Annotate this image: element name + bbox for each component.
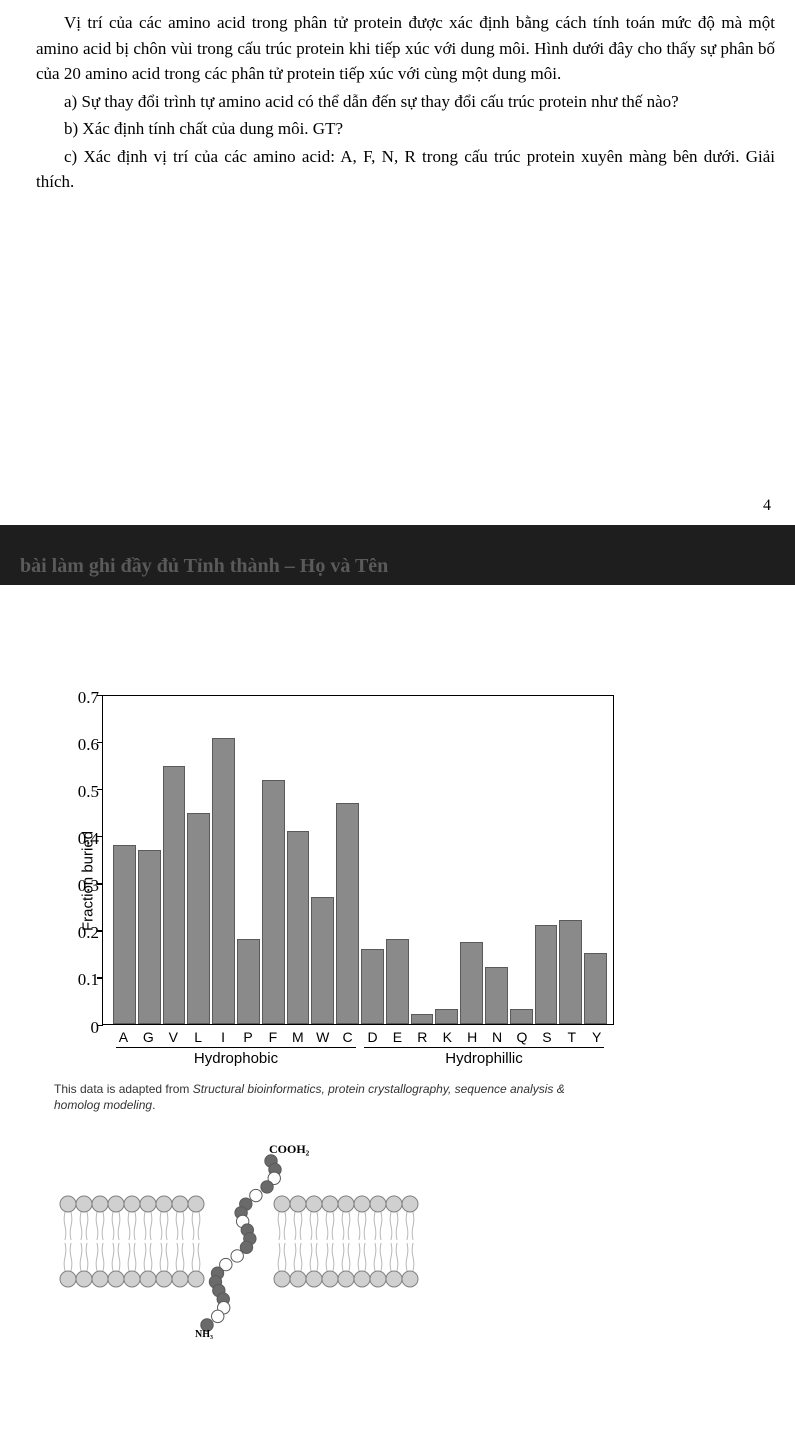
bar-chart: Fraction buried 00.10.20.30.40.50.60.7 A… <box>54 695 614 1113</box>
y-tick-label: 0.5 <box>59 782 99 802</box>
bar-Y <box>584 953 607 1023</box>
y-tick-label: 0 <box>59 1018 99 1038</box>
x-label-C: C <box>336 1029 359 1045</box>
question-b: b) Xác định tính chất của dung môi. GT? <box>36 116 775 142</box>
membrane-svg: COOH₂ NH₃ <box>54 1139 454 1339</box>
bar-I <box>212 738 235 1024</box>
y-tick-label: 0.2 <box>59 923 99 943</box>
x-label-N: N <box>486 1029 509 1045</box>
x-label-E: E <box>386 1029 409 1045</box>
x-label-T: T <box>560 1029 583 1045</box>
x-label-M: M <box>286 1029 309 1045</box>
y-tick-label: 0.6 <box>59 735 99 755</box>
x-label-R: R <box>411 1029 434 1045</box>
bar-V <box>163 766 186 1024</box>
x-label-H: H <box>461 1029 484 1045</box>
x-label-V: V <box>162 1029 185 1045</box>
paragraph-intro: Vị trí của các amino acid trong phân tử … <box>36 10 775 87</box>
figures-area: Fraction buried 00.10.20.30.40.50.60.7 A… <box>0 585 795 1359</box>
bar-Q <box>510 1009 533 1023</box>
chart-caption: This data is adapted from Structural bio… <box>54 1081 614 1113</box>
x-label-A: A <box>112 1029 135 1045</box>
x-label-L: L <box>187 1029 210 1045</box>
y-tick-label: 0.1 <box>59 970 99 990</box>
bar-M <box>287 831 310 1023</box>
x-label-D: D <box>361 1029 384 1045</box>
bar-D <box>361 949 384 1024</box>
bar-T <box>559 920 582 1023</box>
bar-N <box>485 967 508 1023</box>
page-number: 4 <box>0 237 795 525</box>
bar-W <box>311 897 334 1024</box>
bar-R <box>411 1014 434 1023</box>
bar-H <box>460 942 483 1024</box>
chart-plot-area: 00.10.20.30.40.50.60.7 <box>102 695 614 1025</box>
x-label-G: G <box>137 1029 160 1045</box>
bar-L <box>187 813 210 1024</box>
label-cooh: COOH₂ <box>269 1142 310 1156</box>
caption-end: . <box>152 1098 155 1112</box>
y-tick-label: 0.3 <box>59 876 99 896</box>
bar-P <box>237 939 260 1023</box>
x-label-K: K <box>436 1029 459 1045</box>
question-a: a) Sự thay đổi trình tự amino acid có th… <box>36 89 775 115</box>
x-label-S: S <box>535 1029 558 1045</box>
bar-S <box>535 925 558 1023</box>
x-label-I: I <box>212 1029 235 1045</box>
bar-K <box>435 1009 458 1023</box>
bar-C <box>336 803 359 1023</box>
question-c: c) Xác định vị trí của các amino acid: A… <box>36 144 775 195</box>
x-group-hydrophillic: Hydrophillic <box>360 1050 608 1067</box>
x-label-W: W <box>311 1029 334 1045</box>
x-group-hydrophobic: Hydrophobic <box>112 1050 360 1067</box>
dark-divider-band: bài làm ghi đầy đủ Tỉnh thành – Họ và Tê… <box>0 525 795 585</box>
caption-lead: This data is adapted from <box>54 1082 193 1096</box>
y-tick-label: 0.4 <box>59 829 99 849</box>
x-tick-labels: AGVLIPFMWCDERKHNQSTY <box>112 1029 608 1045</box>
x-label-Y: Y <box>585 1029 608 1045</box>
bar-E <box>386 939 409 1023</box>
x-label-P: P <box>237 1029 260 1045</box>
y-tick-label: 0.7 <box>59 688 99 708</box>
bar-F <box>262 780 285 1024</box>
x-label-F: F <box>261 1029 284 1045</box>
x-label-Q: Q <box>511 1029 534 1045</box>
membrane-diagram: COOH₂ NH₃ <box>54 1139 454 1339</box>
x-group-labels: HydrophobicHydrophillic <box>112 1047 608 1067</box>
bars-container <box>113 696 607 1024</box>
bar-A <box>113 845 136 1023</box>
bar-G <box>138 850 161 1023</box>
question-text-block: Vị trí của các amino acid trong phân tử … <box>0 0 795 237</box>
label-nh: NH₃ <box>195 1329 213 1339</box>
